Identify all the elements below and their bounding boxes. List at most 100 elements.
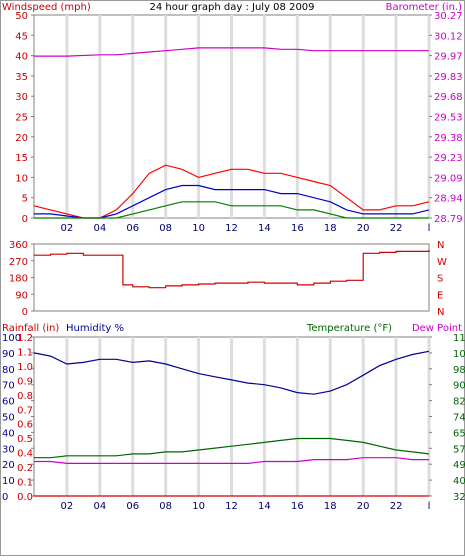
rainfall-tick-label: 0.1 [17, 478, 33, 489]
wind-axis-label: Windspeed (mph) [2, 2, 91, 13]
x-tick-label: 18 [324, 223, 337, 234]
x-tick-label: l [428, 501, 431, 512]
rainfall-tick-label: 0.4 [17, 449, 33, 460]
temperature-tick-label: 32 [453, 492, 465, 503]
x-tick-label: 22 [390, 501, 403, 512]
temperature-tick-label: 40 [453, 476, 465, 487]
temperature-tick-label: 49 [453, 460, 465, 471]
rainfall-tick-label: 0.6 [17, 420, 33, 431]
y-tick-label-left: 270 [9, 257, 28, 268]
y-tick-label-right: 30.27 [434, 11, 463, 22]
x-tick-label: 04 [93, 501, 106, 512]
temperature-tick-label: 65 [453, 428, 465, 439]
y-tick-label-right: 29.09 [434, 173, 463, 184]
compass-label: W [437, 257, 447, 268]
series-wind_min [34, 201, 429, 219]
rainfall-tick-label: 0.0 [17, 492, 33, 503]
y-tick-label-left: 50 [15, 11, 28, 22]
x-tick-label: l [428, 223, 431, 234]
x-tick-label: 02 [61, 501, 74, 512]
y-tick-label-right: 29.83 [434, 72, 463, 83]
x-tick-label: 10 [192, 501, 205, 512]
temperature-axis-label: Temperature (°F) [306, 323, 392, 334]
humidity-tick-label: 80 [2, 365, 15, 376]
y-tick-label-left: 180 [9, 274, 28, 285]
rainfall-tick-label: 1.0 [17, 362, 33, 373]
y-tick-label-left: 40 [15, 52, 28, 63]
rainfall-tick-label: 0.5 [17, 434, 33, 445]
series-dew_point [34, 457, 429, 464]
x-tick-label: 18 [324, 501, 337, 512]
y-tick-label-left: 360 [9, 240, 28, 251]
y-tick-label-right: 30.12 [434, 31, 463, 42]
y-tick-label-left: 20 [15, 133, 28, 144]
chart-title: 24 hour graph day : July 08 2009 [149, 2, 314, 13]
y-tick-label-left: 90 [15, 290, 28, 301]
rainfall-axis-label: Rainfall (in) [2, 323, 59, 334]
y-tick-label-left: 5 [22, 194, 28, 205]
y-tick-label-left: 25 [15, 113, 28, 124]
humidity-tick-label: 40 [2, 428, 15, 439]
humidity-tick-label: 90 [2, 349, 15, 360]
x-tick-label: 22 [390, 223, 403, 234]
y-tick-label-left: 45 [15, 31, 28, 42]
humidity-tick-label: 60 [2, 397, 15, 408]
y-tick-label-right: 28.79 [434, 214, 463, 225]
y-tick-label-right: 29.97 [434, 52, 463, 63]
humidity-axis-label: Humidity % [66, 323, 124, 334]
x-tick-label: 12 [225, 223, 238, 234]
temperature-tick-label: 74 [453, 413, 465, 424]
barometer-axis-label: Barometer (in.) [386, 2, 462, 13]
humidity-tick-label: 50 [2, 413, 15, 424]
temperature-tick-label: 57 [453, 444, 465, 455]
y-tick-label-left: 35 [15, 72, 28, 83]
temperature-tick-label: 82 [453, 397, 465, 408]
rainfall-tick-label: 0.9 [17, 376, 33, 387]
x-tick-label: 14 [258, 501, 271, 512]
y-tick-label-right: 28.94 [434, 194, 463, 205]
y-tick-label-right: 29.38 [434, 133, 463, 144]
rainfall-tick-label: 1.1 [17, 347, 33, 358]
y-tick-label-right: 29.23 [434, 153, 463, 164]
humidity-tick-label: 10 [2, 476, 15, 487]
x-tick-label: 14 [258, 223, 271, 234]
compass-label: E [437, 290, 443, 301]
temperature-tick-label: 107 [453, 349, 465, 360]
rainfall-tick-label: 0.8 [17, 391, 33, 402]
plot-area [33, 243, 430, 312]
wind-barometer-panel: 02 04 06 08 10 12 14 16 18 20 22 l 0 5 10 15 20 25 30 35 40 4… [15, 11, 462, 234]
temperature-tick-label: 98 [453, 365, 465, 376]
x-tick-label: 16 [291, 223, 304, 234]
humidity-tick-label: 20 [2, 460, 15, 471]
compass-label: S [437, 274, 443, 285]
y-tick-label-left: 0 [22, 214, 28, 225]
y-tick-label-right: 29.53 [434, 113, 463, 124]
series-temperature [34, 437, 430, 459]
humidity-tick-label: 70 [2, 381, 15, 392]
x-tick-label: 12 [225, 501, 238, 512]
x-tick-label: 20 [357, 223, 370, 234]
x-tick-label: 16 [291, 501, 304, 512]
y-tick-label-left: 30 [15, 92, 28, 103]
x-tick-label: 06 [126, 223, 139, 234]
series-wind_dir [34, 249, 430, 289]
y-tick-label-left: 10 [15, 173, 28, 184]
x-tick-label: 04 [93, 223, 106, 234]
compass-label: N [437, 307, 444, 318]
y-tick-label-left: 15 [15, 153, 28, 164]
temperature-tick-label: 90 [453, 381, 465, 392]
rainfall-tick-label: 0.2 [17, 463, 33, 474]
humidity-tick-label: 0 [2, 492, 8, 503]
humidity-temperature-panel: 02 04 06 08 10 12 14 16 18 20 22 l 0 10 20 30 40 50 60 70 80… [2, 333, 465, 512]
series-barometer [34, 47, 429, 57]
x-tick-label: 20 [357, 501, 370, 512]
humidity-tick-label: 30 [2, 444, 15, 455]
y-tick-label-right: 29.68 [434, 92, 463, 103]
x-tick-label: 02 [61, 223, 74, 234]
humidity-tick-label: 100 [2, 333, 21, 344]
rainfall-tick-label: 0.7 [17, 405, 33, 416]
y-tick-label-left: 0 [22, 307, 28, 318]
x-tick-label: 10 [192, 223, 205, 234]
